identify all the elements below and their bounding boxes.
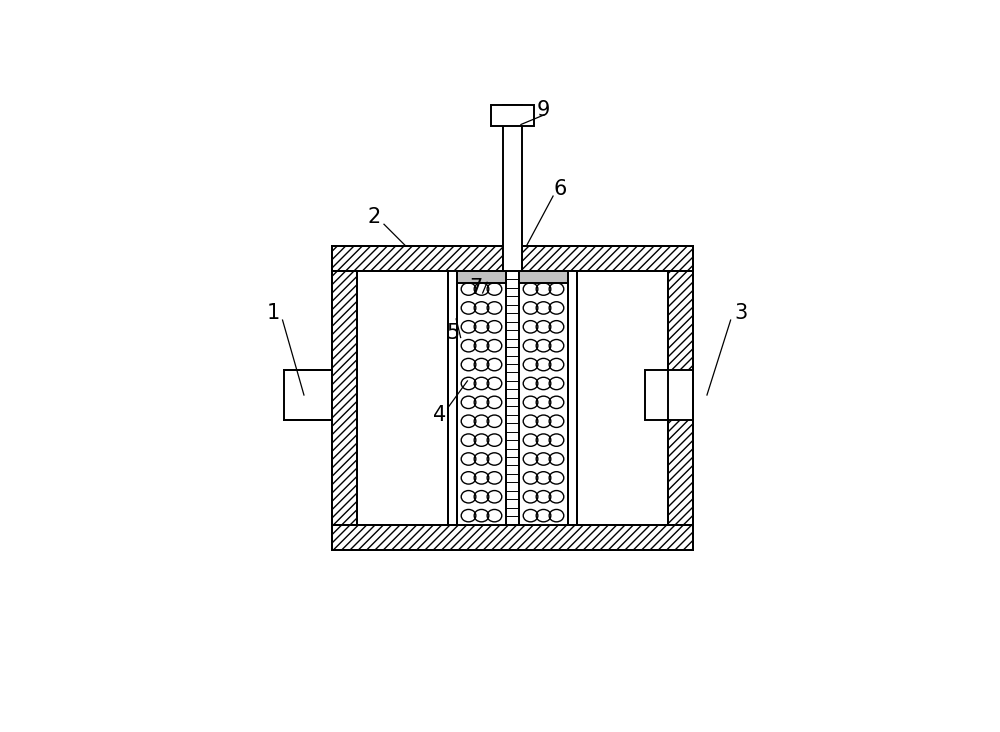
Bar bbox=[357, 271, 668, 525]
Bar bbox=[457, 271, 506, 283]
Bar bbox=[491, 105, 534, 126]
Text: 6: 6 bbox=[554, 179, 567, 199]
Bar bbox=[668, 271, 693, 525]
Bar bbox=[332, 525, 693, 550]
Bar bbox=[506, 271, 519, 525]
Text: 4: 4 bbox=[433, 405, 446, 425]
Bar bbox=[522, 246, 693, 271]
Text: 5: 5 bbox=[447, 323, 460, 343]
Text: 9: 9 bbox=[537, 100, 550, 120]
Bar bbox=[568, 271, 577, 525]
Text: 3: 3 bbox=[734, 303, 747, 324]
Text: 2: 2 bbox=[368, 207, 381, 228]
Bar bbox=[519, 271, 568, 283]
Text: 7: 7 bbox=[469, 278, 482, 298]
Bar bbox=[284, 370, 332, 420]
Bar bbox=[332, 246, 503, 271]
Bar bbox=[645, 370, 693, 420]
Bar bbox=[448, 271, 457, 525]
Bar bbox=[457, 271, 568, 525]
Bar bbox=[332, 271, 357, 525]
Bar bbox=[503, 105, 522, 271]
Text: 1: 1 bbox=[266, 303, 280, 324]
